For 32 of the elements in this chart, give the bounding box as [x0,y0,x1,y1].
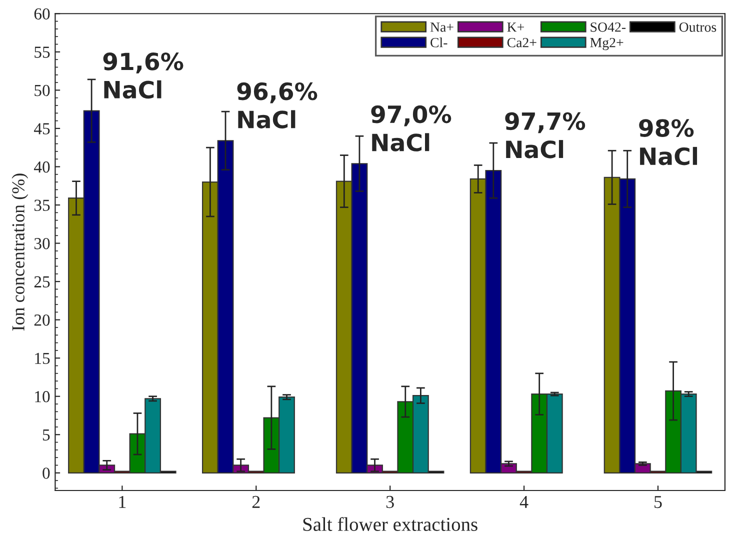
y-tick-label: 55 [34,46,50,58]
y-tick-label: 45 [34,123,50,134]
y-tick-label: 20 [34,314,50,326]
x-tick-label: 2 [252,496,260,508]
annotation: 98% NaCl [639,119,698,166]
y-tick-label: 25 [34,276,50,288]
legend-label: Cl- [430,38,448,48]
y-tick-label: 5 [42,429,50,441]
y-tick-label: 50 [34,84,50,96]
y-tick-label: 10 [35,391,50,402]
y-tick-label: 15 [35,352,50,364]
y-tick-label: 0 [42,468,50,479]
annotation: 97,7% NaCl [505,112,586,158]
x-tick-label: 3 [386,496,394,508]
x-tick-label: 5 [654,496,662,508]
legend-label: Na+ [430,22,454,32]
y-tick-label: 35 [34,200,50,211]
annotation: 91,6% NaCl [103,52,184,99]
legend-label: SO42- [590,22,626,32]
legend-label: Outros [679,22,716,32]
legend-label: Mg2+ [590,38,624,50]
annotation: 96,6% NaCl [237,82,318,128]
x-tick-label: 4 [520,496,528,508]
x-axis-title: Salt flower extractions [303,517,478,531]
x-tick-label: 1 [119,496,126,508]
legend-label: Ca2+ [507,38,536,48]
y-tick-label: 30 [34,238,50,250]
y-tick-label: 60 [34,8,50,20]
legend-label: K+ [507,22,524,32]
y-tick-label: 40 [34,161,50,173]
y-axis-title: Ion concentration (%) [12,174,28,331]
annotation: 97,0% NaCl [371,105,452,152]
